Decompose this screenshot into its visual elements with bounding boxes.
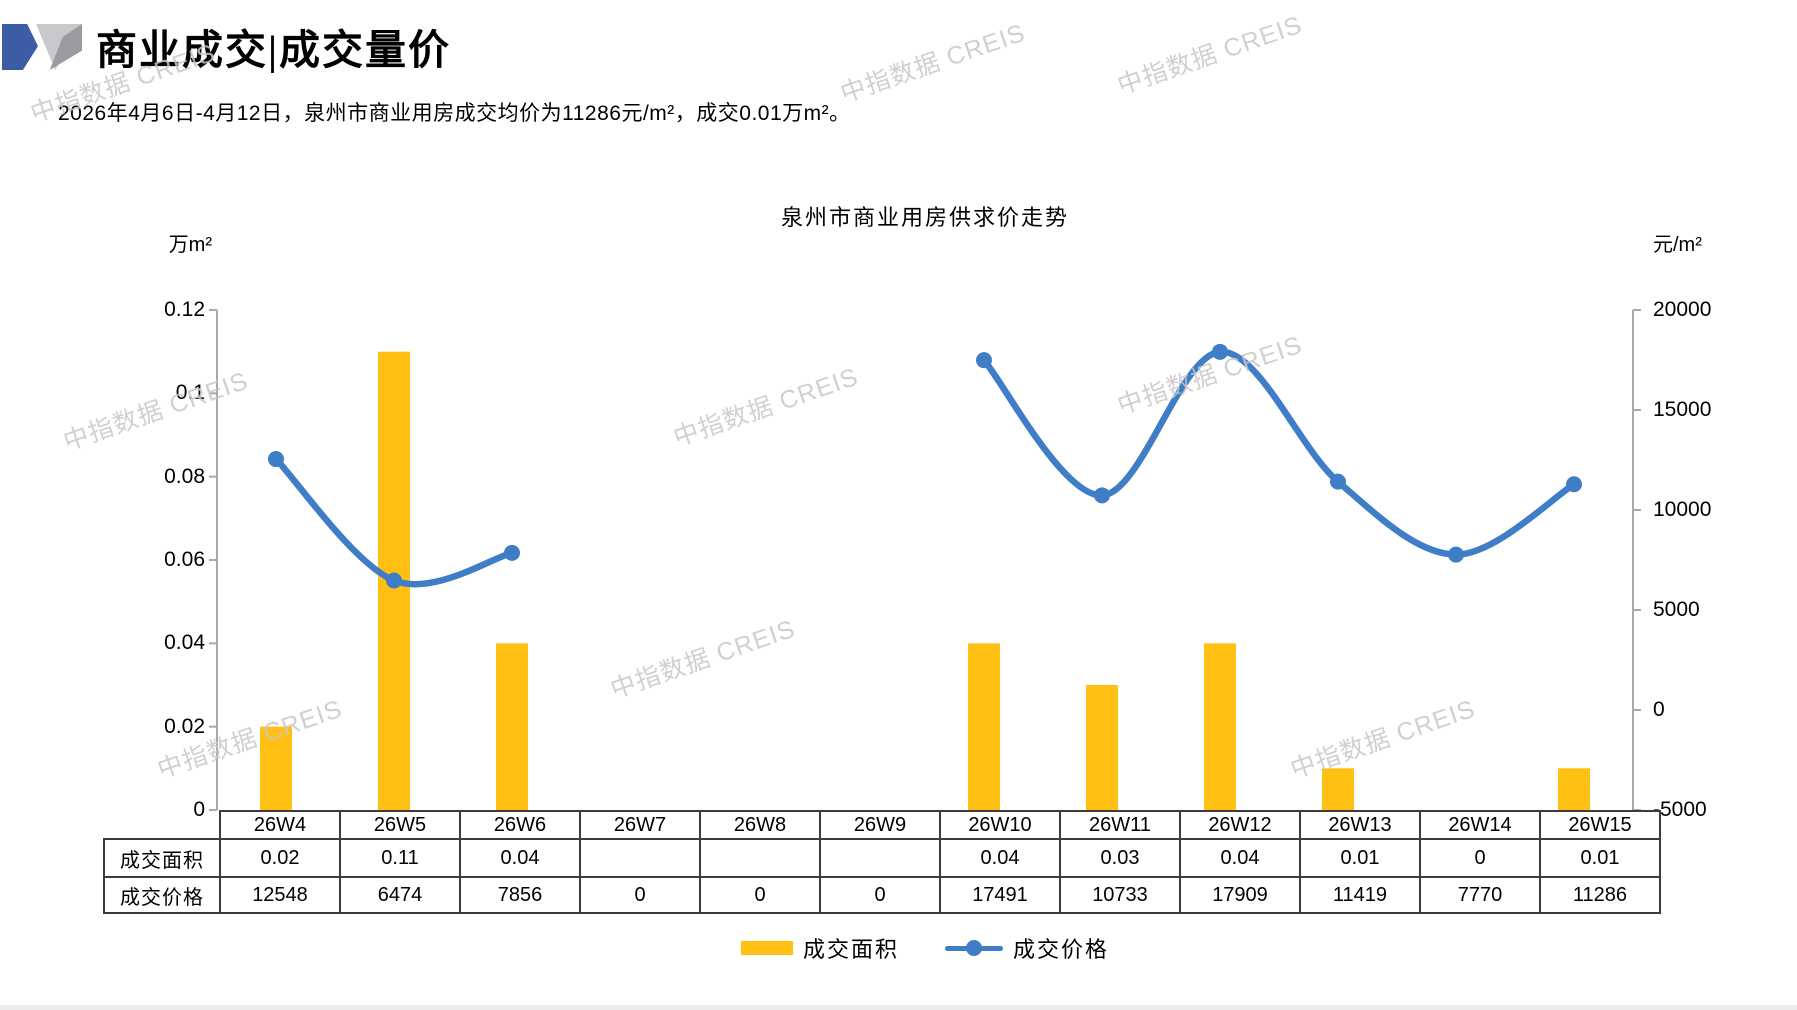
bar-26W15	[1558, 768, 1590, 810]
legend: 成交面积 成交价格	[217, 930, 1633, 966]
cell-26W14-area: 0	[1419, 838, 1541, 878]
bar-26W4	[260, 726, 292, 810]
left-tick-label: 0.02	[164, 714, 205, 738]
cell-26W5-price: 6474	[339, 876, 461, 914]
left-tick-label: 0.08	[164, 464, 205, 488]
cell-26W5-area: 0.11	[339, 838, 461, 878]
left-axis-unit: 万m²	[168, 234, 212, 256]
bar-26W11	[1086, 685, 1118, 810]
category-label-26W12: 26W12	[1179, 810, 1301, 840]
footer-divider	[0, 1005, 1797, 1010]
cell-26W6-price: 7856	[459, 876, 581, 914]
left-tick-label: 0	[193, 798, 205, 821]
chart-title: 泉州市商业用房供求价走势	[780, 205, 1069, 230]
right-tick-label: 15000	[1653, 398, 1712, 421]
category-label-26W11: 26W11	[1059, 810, 1181, 840]
category-label-26W8: 26W8	[699, 810, 821, 840]
left-tick-label: 0.12	[164, 298, 205, 321]
legend-line-swatch-icon	[945, 939, 1003, 957]
cell-26W14-price: 7770	[1419, 876, 1541, 914]
cell-26W10-price: 17491	[939, 876, 1061, 914]
creis-logo	[2, 24, 82, 70]
left-tick-label: 0.06	[164, 548, 205, 571]
right-tick-label: 0	[1653, 698, 1665, 721]
cell-26W12-area: 0.04	[1179, 838, 1301, 878]
price-marker	[386, 572, 402, 589]
category-label-26W9: 26W9	[819, 810, 941, 840]
cell-26W4-area: 0.02	[219, 838, 341, 878]
category-label-26W13: 26W13	[1299, 810, 1421, 840]
left-tick-label: 0.1	[175, 381, 205, 405]
cell-26W8-price: 0	[699, 876, 821, 914]
right-tick-label: 10000	[1653, 498, 1712, 521]
price-marker	[504, 544, 520, 561]
left-tick-label: 0.04	[164, 631, 205, 655]
cell-26W9-area	[819, 838, 941, 878]
bar-26W10	[968, 643, 1000, 810]
price-marker	[1448, 546, 1464, 563]
cell-26W6-area: 0.04	[459, 838, 581, 878]
data-table: 26W4 26W5 26W6 26W7 26W8 26W9 26W10 26W11 26W12 2…	[103, 810, 1661, 914]
price-marker	[1212, 343, 1228, 360]
cell-26W15-area: 0.01	[1539, 838, 1661, 878]
bar-26W13	[1322, 768, 1354, 810]
cell-26W11-price: 10733	[1059, 876, 1181, 914]
summary-text: 2026年4月6日-4月12日，泉州市商业用房成交均价为11286元/m²，成交…	[58, 102, 851, 125]
right-tick-label: -5000	[1653, 798, 1707, 821]
cell-26W7-price: 0	[579, 876, 701, 914]
legend-item-price: 成交价格	[945, 932, 1109, 964]
bar-26W6	[496, 643, 528, 810]
category-label-26W5: 26W5	[339, 810, 461, 840]
cell-26W13-price: 11419	[1299, 876, 1421, 914]
table-corner-spacer	[104, 811, 220, 839]
legend-bar-swatch-icon	[740, 941, 793, 955]
page-title: 商业成交|成交量价	[96, 27, 452, 73]
category-label-26W6: 26W6	[459, 810, 581, 840]
price-marker	[1566, 476, 1582, 493]
category-label-26W4: 26W4	[219, 810, 341, 840]
cell-26W12-price: 17909	[1179, 876, 1301, 914]
category-label-26W10: 26W10	[939, 810, 1061, 840]
price-marker	[268, 451, 284, 468]
cell-26W13-area: 0.01	[1299, 838, 1421, 878]
price-marker	[1330, 473, 1346, 490]
row-header-area: 成交面积	[103, 838, 221, 878]
price-line-segment	[980, 348, 1578, 558]
right-tick-label: 5000	[1653, 598, 1700, 621]
category-label-26W14: 26W14	[1419, 810, 1541, 840]
legend-label: 成交面积	[802, 937, 899, 962]
cell-26W10-area: 0.04	[939, 838, 1061, 878]
cell-26W4-price: 12548	[219, 876, 341, 914]
cell-26W7-area	[579, 838, 701, 878]
cell-26W9-price: 0	[819, 876, 941, 914]
category-label-26W15: 26W15	[1539, 810, 1661, 840]
category-label-26W7: 26W7	[579, 810, 701, 840]
right-tick-label: 20000	[1653, 298, 1712, 321]
legend-item-area: 成交面积	[740, 932, 899, 964]
row-header-price: 成交价格	[103, 876, 221, 914]
cell-26W15-price: 11286	[1539, 876, 1661, 914]
legend-label: 成交价格	[1013, 937, 1110, 962]
cell-26W11-area: 0.03	[1059, 838, 1181, 878]
price-marker	[1094, 487, 1110, 504]
price-marker	[976, 352, 992, 369]
right-axis-unit: 元/m²	[1653, 234, 1702, 256]
cell-26W8-area	[699, 838, 821, 878]
bar-26W12	[1204, 643, 1236, 810]
